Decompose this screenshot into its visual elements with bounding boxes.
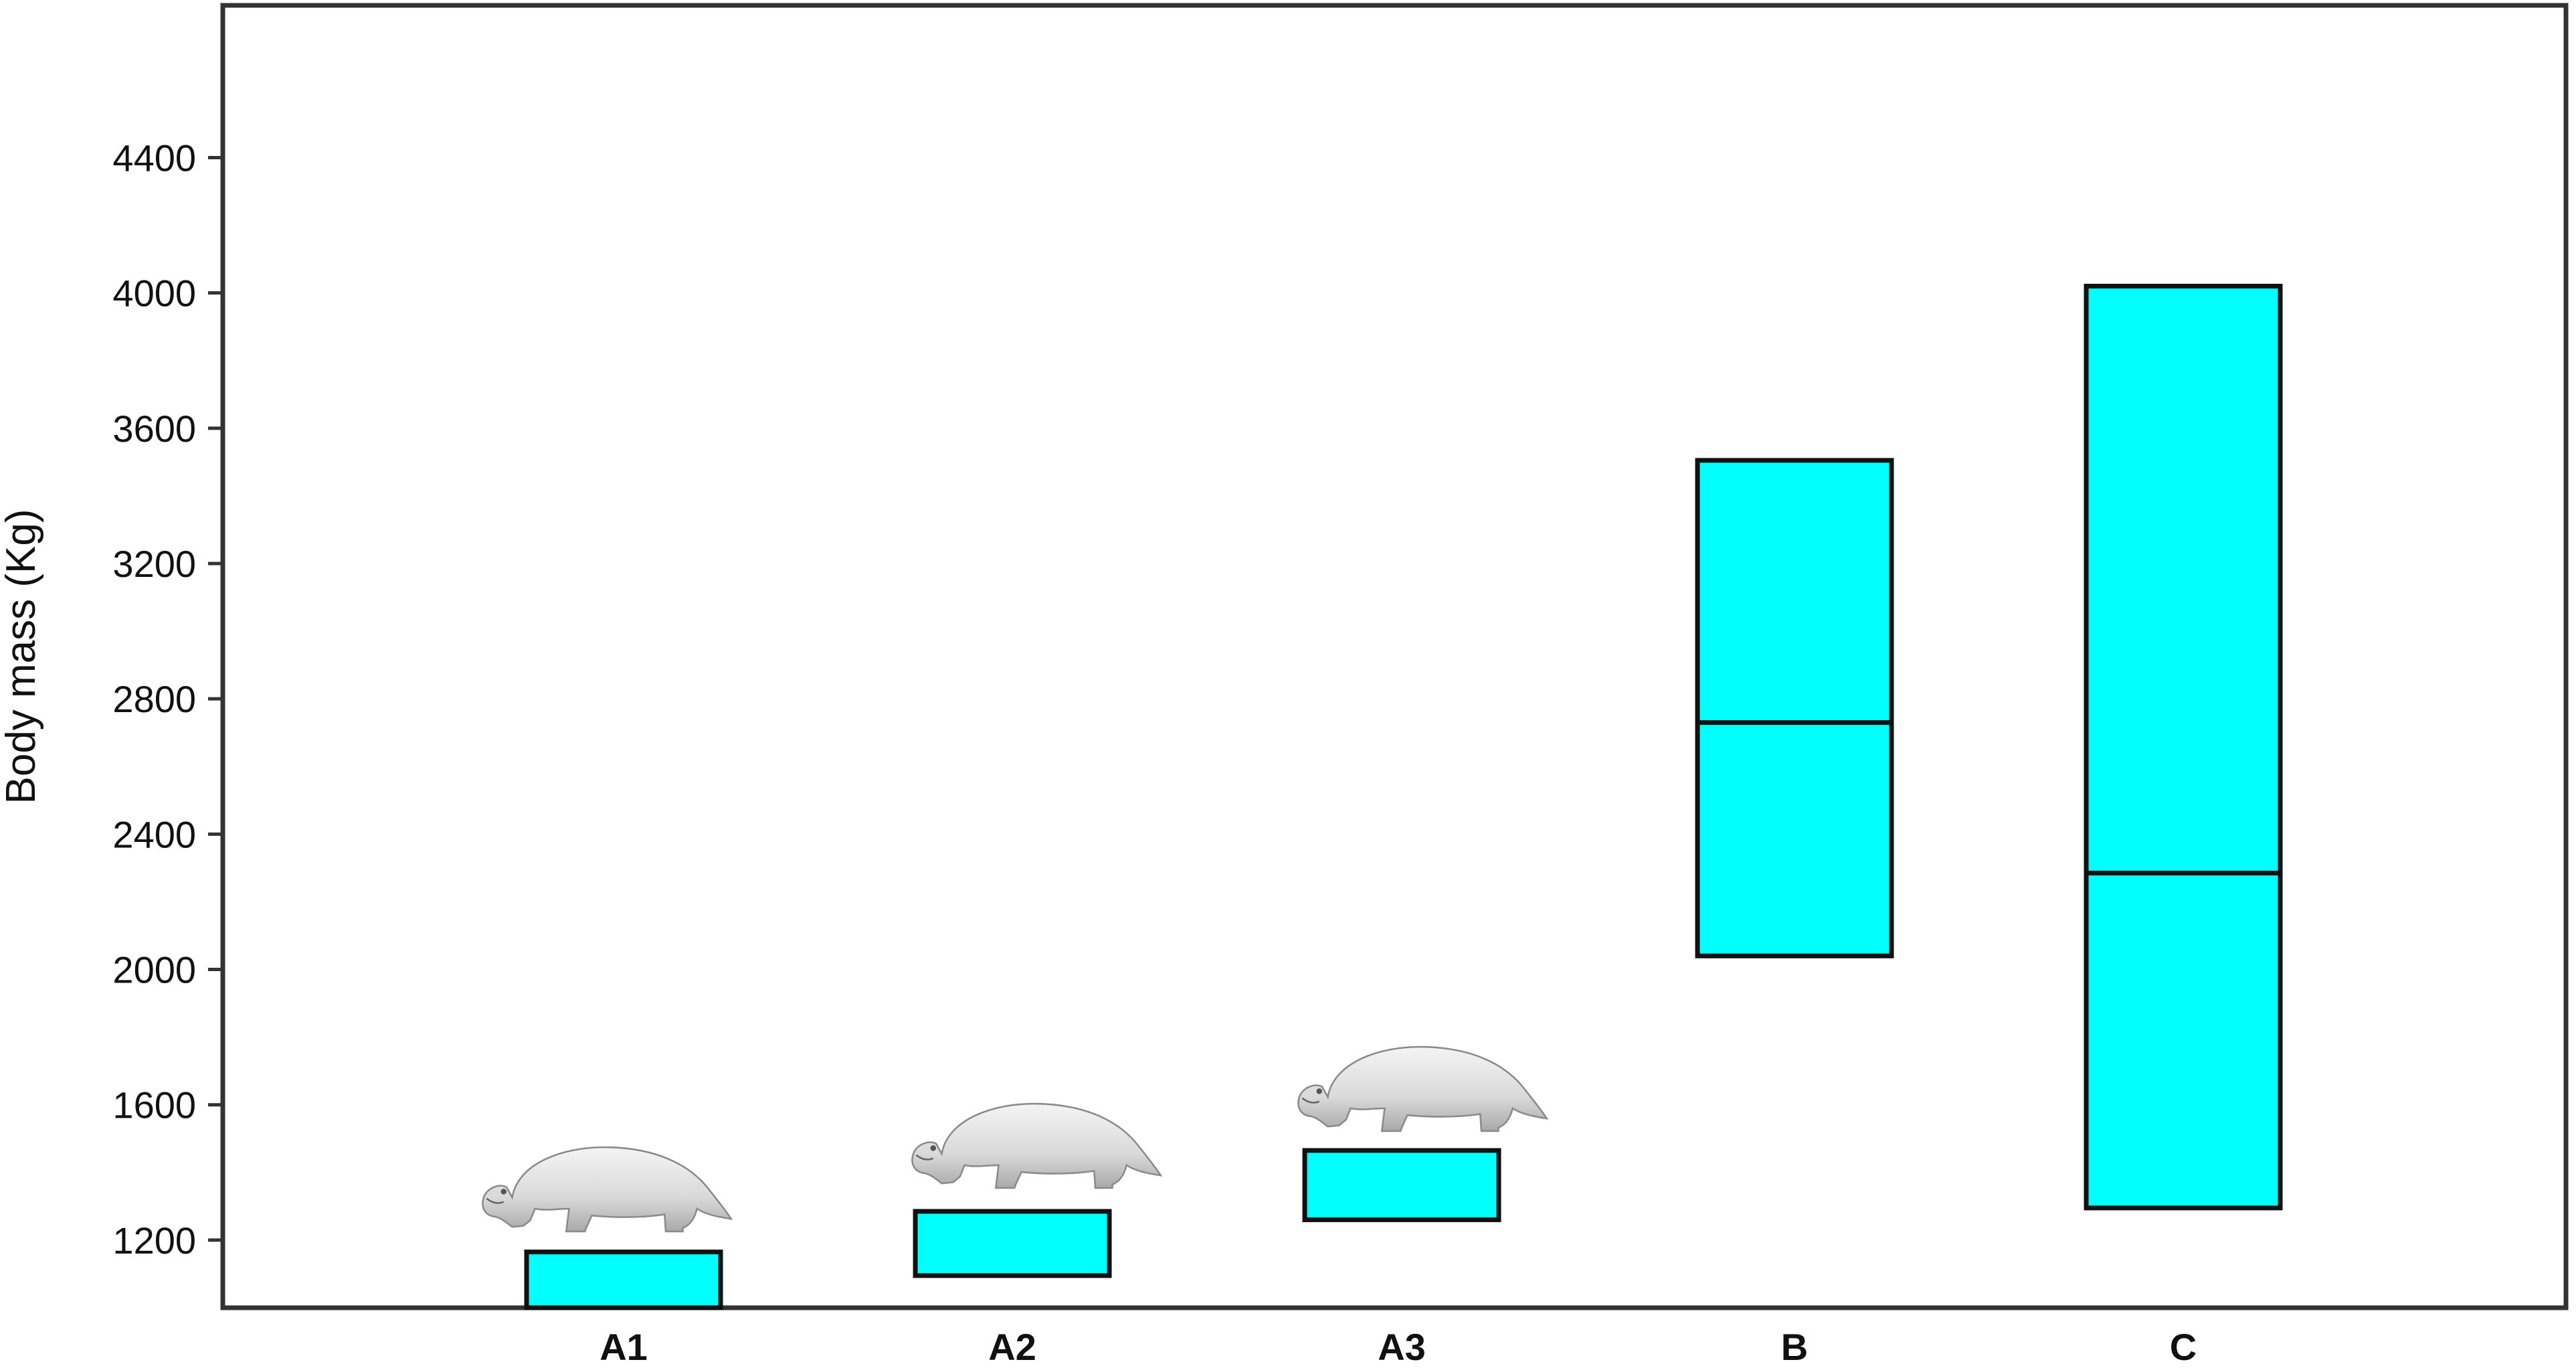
- hippo-figure-icon: [911, 1102, 1162, 1189]
- box-c: [2084, 284, 2283, 1211]
- x-category-label: A2: [988, 1326, 1036, 1368]
- y-tick-label: 4000: [112, 272, 196, 315]
- y-tick-label: 2400: [112, 813, 196, 855]
- y-tick-label: 3600: [112, 408, 196, 450]
- y-tick-label: 3200: [112, 543, 196, 585]
- box-a3: [1302, 1148, 1501, 1223]
- hippo-figure-icon: [482, 1146, 733, 1233]
- y-axis-title: Body mass (Kg): [0, 509, 44, 804]
- box-a1: [524, 1250, 723, 1310]
- y-tick-label: 2800: [112, 678, 196, 720]
- x-category-label: A1: [600, 1326, 648, 1368]
- box-b: [1695, 458, 1894, 958]
- y-axis: 1200 1600 2000 2400 2800 3200 3600 4000 4400: [112, 137, 223, 1262]
- plot-frame: [220, 3, 2569, 1310]
- hippo-figure-icon: [1297, 1045, 1548, 1132]
- y-tick-label: 1600: [112, 1084, 196, 1126]
- y-tick-label: 2000: [112, 949, 196, 991]
- x-axis-labels: A1 A2 A3 B C: [600, 1326, 2197, 1368]
- box-a2: [913, 1209, 1112, 1278]
- x-category-label: A3: [1378, 1326, 1426, 1368]
- y-tick-label: 1200: [112, 1219, 196, 1262]
- x-category-label: B: [1781, 1326, 1808, 1368]
- x-category-label: C: [2170, 1326, 2197, 1368]
- boxes-layer: [524, 284, 2283, 1310]
- y-tick-label: 4400: [112, 137, 196, 179]
